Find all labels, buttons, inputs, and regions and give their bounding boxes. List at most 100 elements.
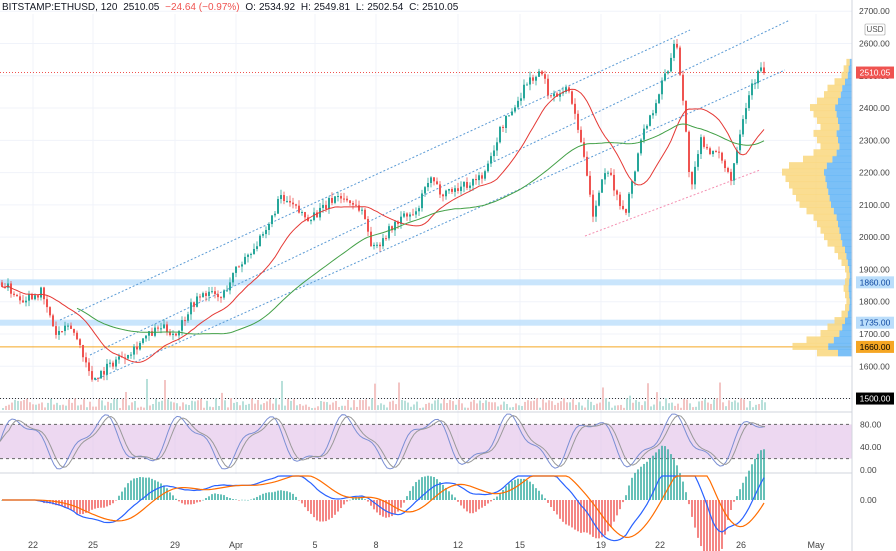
macd-histogram-bar (754, 458, 756, 500)
macd-histogram-bar (109, 500, 111, 506)
macd-histogram-bar (373, 500, 375, 510)
volume-bar (251, 398, 253, 410)
candle-body (142, 338, 144, 343)
volume-bar (527, 400, 529, 410)
volume-bar (356, 406, 358, 410)
macd-histogram-bar (382, 500, 384, 517)
candle-body (112, 362, 114, 367)
macd-histogram-bar (349, 499, 351, 501)
macd-histogram-bar (316, 500, 318, 521)
candle-body (310, 220, 312, 222)
volume-bar (713, 399, 715, 410)
profile-bar (841, 310, 848, 318)
macd-histogram-bar (190, 500, 192, 505)
profile-bar (827, 323, 843, 331)
candle-body (601, 179, 603, 193)
macd-histogram-bar (517, 478, 519, 500)
candle-body (484, 171, 486, 179)
x-tick-label: 15 (515, 540, 525, 550)
macd-histogram-bar (601, 500, 603, 538)
volume-bar (119, 407, 121, 410)
level-badge-label: 1735.00 (860, 318, 891, 328)
macd-histogram-bar (286, 491, 288, 500)
volume-bar (503, 401, 505, 410)
candle-body (517, 100, 519, 108)
candle-body (298, 205, 300, 213)
profile-bar (834, 246, 845, 254)
candle-body (223, 290, 225, 298)
macd-histogram-bar (637, 469, 639, 500)
price-axis[interactable]: USD2700.002600.002500.002400.002300.0022… (851, 0, 896, 551)
macd-histogram-bar (586, 500, 588, 533)
candle-body (694, 166, 696, 185)
volume-bar (224, 400, 226, 410)
volume-bar (221, 392, 223, 410)
volume-bar (419, 407, 421, 410)
candle-body (655, 103, 657, 114)
macd-histogram-bar (319, 500, 321, 522)
macd-histogram-bar (340, 500, 342, 509)
candle-body (91, 371, 93, 380)
profile-bar (834, 317, 845, 325)
volume-bar (500, 404, 502, 410)
candle-body (205, 293, 207, 296)
volume-bar (650, 406, 652, 410)
volume-bar (641, 405, 643, 410)
volume-bar (53, 404, 55, 410)
volume-bar (701, 400, 703, 410)
candle-body (367, 219, 369, 232)
candle-body (151, 331, 153, 336)
macd-histogram-bar (337, 500, 339, 512)
profile-bar-blue (838, 136, 852, 144)
macd-histogram-bar (472, 500, 474, 514)
macd-histogram-bar (673, 459, 675, 500)
volume-bar (578, 402, 580, 410)
volume-bar (539, 407, 541, 410)
candle-body (55, 326, 57, 335)
macd-histogram-bar (211, 494, 213, 500)
price-levels (0, 72, 852, 400)
volume-bar (257, 399, 259, 410)
candle-body (16, 294, 18, 297)
candle-body (523, 84, 525, 99)
volume-bar (281, 380, 283, 410)
x-tick-label: 29 (170, 540, 180, 550)
volume-bar (695, 406, 697, 410)
volume-bar (335, 400, 337, 410)
candle-body (139, 342, 141, 350)
macd-histogram-bar (148, 477, 150, 500)
profile-bar-blue (836, 149, 852, 157)
volume-bar (161, 400, 163, 410)
candle-body (52, 315, 54, 327)
candle-body (172, 333, 174, 336)
candle-body (202, 293, 204, 298)
candle-body (742, 119, 744, 135)
symbol-label[interactable]: BITSTAMP:ETHUSD, 120 (2, 2, 118, 13)
volume-bar (425, 403, 427, 410)
macd-histogram-bar (541, 494, 543, 500)
profile-bar (813, 110, 837, 118)
volume-bar (761, 399, 763, 410)
volume-bar (368, 406, 370, 410)
volume-bar (530, 401, 532, 410)
macd-histogram-bar (643, 463, 645, 500)
volume-bar (734, 400, 736, 410)
profile-bar-blue (836, 129, 852, 137)
candle-body (37, 295, 39, 298)
candle-body (682, 74, 684, 101)
macd-histogram-bar (682, 481, 684, 500)
macd-histogram-bar (739, 489, 741, 500)
macd-histogram-bar (460, 500, 462, 506)
macd-histogram-bar (655, 452, 657, 500)
macd-histogram-bar (508, 483, 510, 500)
candle-body (475, 179, 477, 181)
time-axis[interactable]: 22 25 29 Apr 5 8 12 15 19 22 26 May (28, 540, 825, 550)
candle-body (535, 76, 537, 81)
candle-body (181, 320, 183, 331)
macd-histogram-bar (616, 500, 618, 516)
candle-body (667, 71, 669, 74)
volume-bar (521, 405, 523, 410)
candle-body (574, 103, 576, 114)
macd-histogram-bar (730, 500, 732, 510)
